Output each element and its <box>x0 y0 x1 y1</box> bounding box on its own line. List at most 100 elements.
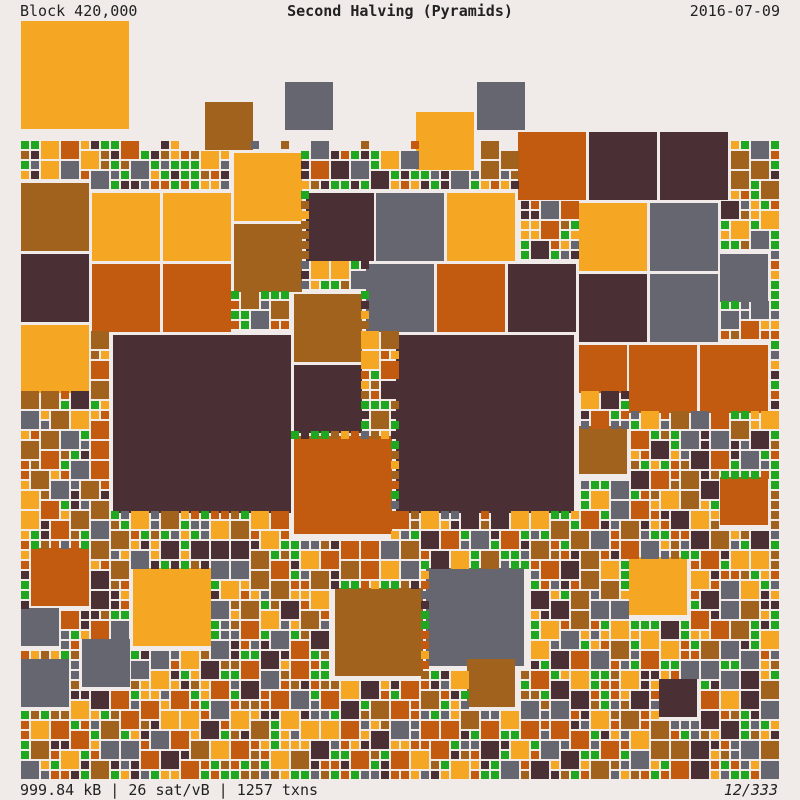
tx-square[interactable] <box>401 171 409 179</box>
tx-square[interactable] <box>281 601 299 619</box>
tx-square[interactable] <box>421 671 429 679</box>
tx-square[interactable] <box>721 771 729 779</box>
tx-square[interactable] <box>721 221 729 229</box>
tx-square[interactable] <box>571 721 579 729</box>
tx-square[interactable] <box>551 761 559 769</box>
tx-square[interactable] <box>211 771 219 779</box>
tx-square[interactable] <box>731 541 739 549</box>
tx-square[interactable] <box>231 691 239 699</box>
tx-square[interactable] <box>511 551 519 559</box>
tx-square[interactable] <box>641 451 649 459</box>
tx-square[interactable] <box>211 631 219 639</box>
tx-square[interactable] <box>251 651 259 659</box>
tx-square[interactable] <box>581 551 599 569</box>
tx-square[interactable] <box>681 461 689 469</box>
tx-square[interactable] <box>421 601 429 609</box>
tx-square[interactable] <box>631 461 639 469</box>
tx-square[interactable] <box>231 711 249 729</box>
tx-square[interactable] <box>391 461 399 469</box>
tx-square[interactable] <box>341 761 349 769</box>
tx-square[interactable] <box>531 531 539 539</box>
tx-square[interactable] <box>391 691 399 699</box>
tx-square[interactable] <box>301 591 309 599</box>
tx-square[interactable] <box>241 681 259 699</box>
tx-square[interactable] <box>731 221 749 239</box>
tx-square[interactable] <box>611 671 619 679</box>
tx-square[interactable] <box>461 531 469 539</box>
tx-square[interactable] <box>771 371 779 379</box>
tx-square[interactable] <box>91 611 99 619</box>
tx-square[interactable] <box>501 151 519 169</box>
tx-square[interactable] <box>231 671 239 679</box>
tx-square[interactable] <box>271 601 279 609</box>
tx-square[interactable] <box>231 311 239 319</box>
tx-square[interactable] <box>234 153 302 221</box>
tx-square[interactable] <box>761 601 769 609</box>
tx-square[interactable] <box>591 741 599 749</box>
tx-square[interactable] <box>491 181 499 189</box>
tx-square[interactable] <box>121 581 129 589</box>
tx-square[interactable] <box>771 621 779 629</box>
tx-square[interactable] <box>351 581 359 589</box>
tx-square[interactable] <box>381 561 399 579</box>
tx-square[interactable] <box>771 171 779 179</box>
tx-square[interactable] <box>761 741 779 759</box>
tx-square[interactable] <box>21 141 29 149</box>
tx-square[interactable] <box>161 141 169 149</box>
tx-square[interactable] <box>301 631 309 639</box>
tx-square[interactable] <box>21 591 29 599</box>
tx-square[interactable] <box>611 411 619 419</box>
tx-square[interactable] <box>411 751 429 769</box>
tx-square[interactable] <box>621 401 629 409</box>
tx-square[interactable] <box>341 181 349 189</box>
tx-square[interactable] <box>571 551 579 559</box>
tx-square[interactable] <box>541 741 559 759</box>
tx-square[interactable] <box>151 541 159 549</box>
tx-square[interactable] <box>181 541 189 549</box>
tx-square[interactable] <box>311 741 329 759</box>
tx-square[interactable] <box>113 335 291 513</box>
tx-square[interactable] <box>431 741 449 759</box>
tx-square[interactable] <box>771 291 779 299</box>
tx-square[interactable] <box>631 501 649 519</box>
tx-square[interactable] <box>281 731 289 739</box>
tx-square[interactable] <box>151 731 169 749</box>
tx-square[interactable] <box>741 761 749 769</box>
tx-square[interactable] <box>294 294 362 362</box>
tx-square[interactable] <box>761 721 769 729</box>
tx-square[interactable] <box>221 581 239 599</box>
tx-square[interactable] <box>301 611 319 629</box>
tx-square[interactable] <box>201 511 209 519</box>
tx-square[interactable] <box>531 561 539 569</box>
tx-square[interactable] <box>351 741 359 749</box>
tx-square[interactable] <box>691 531 709 549</box>
tx-square[interactable] <box>163 193 231 261</box>
tx-square[interactable] <box>81 531 89 539</box>
tx-square[interactable] <box>651 461 659 469</box>
tx-square[interactable] <box>301 541 309 549</box>
tx-square[interactable] <box>771 731 779 739</box>
tx-square[interactable] <box>81 481 99 499</box>
tx-square[interactable] <box>751 641 759 649</box>
tx-square[interactable] <box>541 731 549 739</box>
tx-square[interactable] <box>651 681 659 689</box>
tx-square[interactable] <box>341 151 349 159</box>
tx-square[interactable] <box>41 531 49 539</box>
tx-square[interactable] <box>771 381 779 389</box>
tx-square[interactable] <box>111 771 119 779</box>
tx-square[interactable] <box>211 181 219 189</box>
tx-square[interactable] <box>61 741 69 749</box>
tx-square[interactable] <box>421 551 429 559</box>
tx-square[interactable] <box>579 203 647 271</box>
tx-square[interactable] <box>201 771 209 779</box>
tx-square[interactable] <box>21 751 29 759</box>
tx-square[interactable] <box>451 171 469 189</box>
tx-square[interactable] <box>191 181 199 189</box>
tx-square[interactable] <box>21 151 29 159</box>
tx-square[interactable] <box>111 581 119 589</box>
tx-square[interactable] <box>361 541 379 559</box>
tx-square[interactable] <box>171 661 179 669</box>
tx-square[interactable] <box>641 411 659 429</box>
tx-square[interactable] <box>771 671 779 679</box>
tx-square[interactable] <box>611 681 619 689</box>
